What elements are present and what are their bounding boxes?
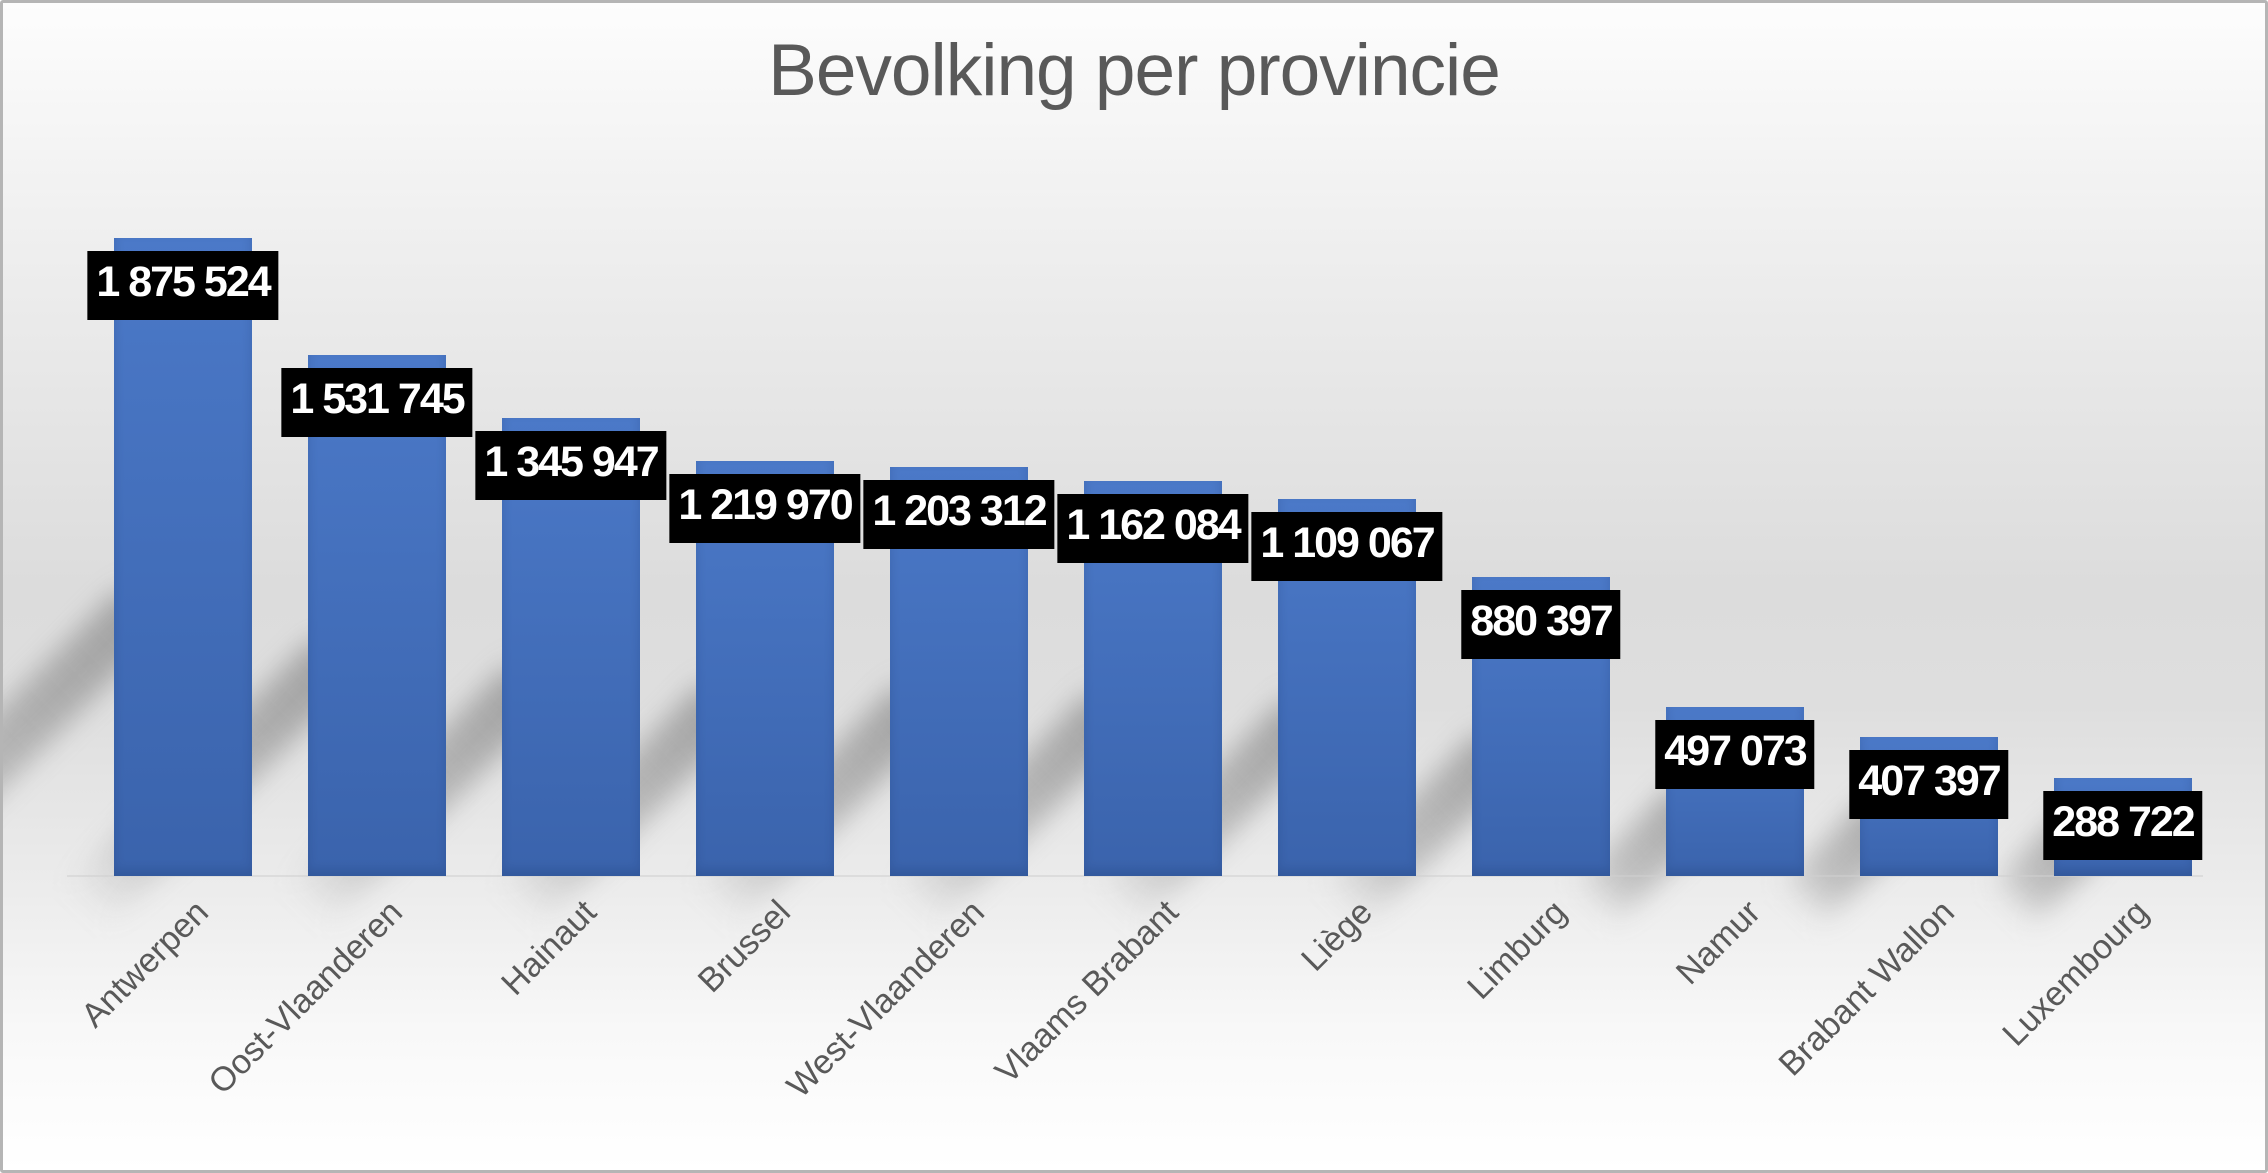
x-axis-line [67, 875, 2203, 877]
data-label: 407 397 [1849, 750, 2009, 819]
category-label: Luxembourg [1995, 893, 2156, 1054]
data-label: 1 109 067 [1251, 512, 1443, 581]
data-label: 1 531 745 [281, 368, 473, 437]
data-label: 1 345 947 [475, 431, 667, 500]
data-label: 1 203 312 [863, 480, 1055, 549]
plot-area: 1 875 524 Antwerpen 1 531 745 Oost-Vlaander… [3, 3, 2265, 1170]
data-label: 1 875 524 [87, 251, 279, 320]
data-label: 288 722 [2043, 791, 2203, 860]
data-label: 497 073 [1655, 720, 1815, 789]
data-label: 880 397 [1461, 590, 1621, 659]
bar-oost-vlaanderen [308, 355, 446, 876]
data-label: 1 162 084 [1057, 494, 1249, 563]
bar-antwerpen [114, 238, 252, 876]
data-label: 1 219 970 [669, 474, 861, 543]
chart-title: Bevolking per provincie [768, 30, 1501, 111]
